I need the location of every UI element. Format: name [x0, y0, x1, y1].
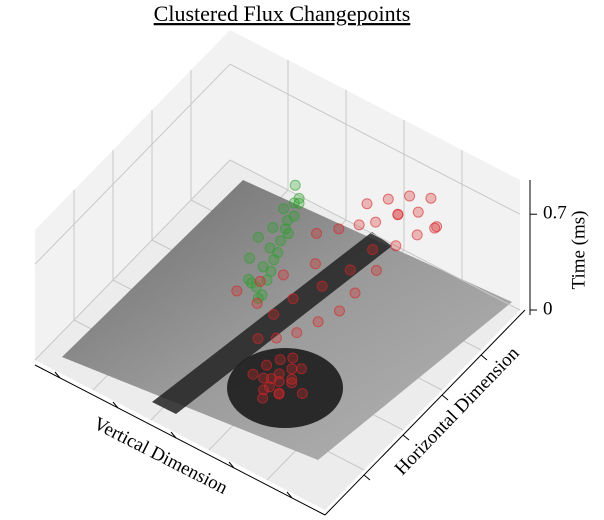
- point: [269, 309, 279, 319]
- point: [289, 211, 299, 221]
- point: [271, 333, 281, 343]
- chart: Clustered Flux Changepoints Vertical Dim…: [0, 0, 604, 520]
- point: [362, 199, 372, 209]
- point: [273, 247, 283, 257]
- point: [287, 364, 297, 374]
- point: [276, 236, 286, 246]
- point: [258, 393, 268, 403]
- point: [253, 232, 263, 242]
- point: [255, 276, 265, 286]
- point: [288, 353, 298, 363]
- point: [297, 389, 307, 399]
- point: [278, 270, 288, 280]
- z-axis-label: Time (ms): [568, 210, 589, 289]
- point: [264, 382, 274, 392]
- point: [317, 281, 327, 291]
- point: [371, 217, 381, 227]
- point: [368, 245, 378, 255]
- point: [292, 328, 302, 338]
- point: [334, 306, 344, 316]
- point: [313, 317, 323, 327]
- point: [345, 265, 355, 275]
- point: [383, 194, 393, 204]
- point: [248, 369, 258, 379]
- point: [274, 389, 284, 399]
- point: [354, 220, 364, 230]
- point: [350, 288, 360, 298]
- point: [334, 224, 344, 234]
- point: [287, 378, 297, 388]
- point: [294, 198, 304, 208]
- chart-title: Clustered Flux Changepoints: [154, 1, 411, 26]
- point: [279, 204, 289, 214]
- point: [432, 222, 442, 232]
- point: [412, 230, 422, 240]
- point: [426, 193, 436, 203]
- point: [253, 334, 263, 344]
- point: [232, 286, 242, 296]
- point: [310, 259, 320, 269]
- point: [245, 253, 255, 263]
- point: [275, 355, 285, 365]
- z-tick-label: 0: [543, 298, 553, 319]
- point: [288, 294, 298, 304]
- point: [262, 360, 272, 370]
- z-tick-label: 0.7: [543, 203, 567, 224]
- point: [312, 228, 322, 238]
- point: [371, 265, 381, 275]
- point: [391, 241, 401, 251]
- point: [413, 207, 423, 217]
- point: [280, 224, 290, 234]
- point: [296, 364, 306, 374]
- point: [290, 180, 300, 190]
- point: [266, 266, 276, 276]
- point: [252, 298, 262, 308]
- point: [393, 209, 403, 219]
- point: [268, 223, 278, 233]
- point: [405, 191, 415, 201]
